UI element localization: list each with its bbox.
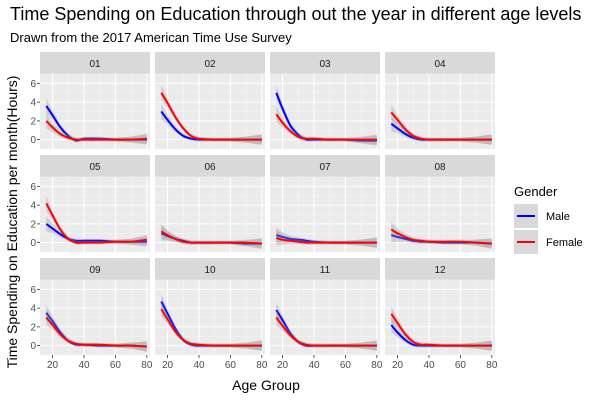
- series-line-female: [390, 111, 492, 141]
- series-line-female: [275, 236, 377, 244]
- y-tick-label: 4: [30, 304, 36, 315]
- x-tick-label: 60: [110, 360, 122, 371]
- confidence-band: [46, 113, 147, 144]
- legend-label-male: Male: [546, 211, 570, 223]
- facet-strip: [270, 155, 380, 177]
- confidence-band: [391, 317, 492, 351]
- facet-strip-label: 02: [204, 59, 216, 70]
- confidence-band: [46, 310, 147, 352]
- legend-title: Gender: [514, 184, 558, 199]
- x-tick-label: 20: [277, 360, 289, 371]
- y-tick-label: 6: [30, 285, 36, 296]
- facet-strip: [385, 258, 495, 280]
- y-axis-title: Time Spending on Education per month(Hou…: [4, 76, 20, 369]
- series-line-female: [275, 316, 377, 347]
- series-line-female: [275, 113, 377, 141]
- x-tick-label: 40: [308, 360, 320, 371]
- x-tick-label: 80: [371, 360, 383, 371]
- y-tick-label: 0: [30, 238, 36, 249]
- chart-title: Time Spending on Education through out t…: [10, 4, 581, 24]
- facet-strip: [385, 52, 495, 74]
- facet-strip: [40, 52, 150, 74]
- y-tick-label: 6: [30, 79, 36, 90]
- confidence-band: [46, 305, 147, 352]
- facet-strip: [155, 155, 265, 177]
- series-line-female: [160, 308, 262, 347]
- series-line-female: [160, 230, 262, 245]
- facet-strip: [270, 52, 380, 74]
- chart-subtitle: Drawn from the 2017 American Time Use Su…: [10, 30, 292, 45]
- y-tick-label: 2: [30, 322, 36, 333]
- y-tick-label: 4: [30, 201, 36, 212]
- facet-strip-label: 01: [89, 59, 101, 70]
- x-tick-label: 20: [392, 360, 404, 371]
- confidence-band: [391, 104, 492, 145]
- facet-strip-label: 08: [434, 162, 446, 173]
- confidence-band: [276, 106, 377, 145]
- facet-strip: [155, 52, 265, 74]
- facet-strip: [155, 258, 265, 280]
- facet-strip: [270, 258, 380, 280]
- facet-strip: [40, 155, 150, 177]
- x-tick-label: 80: [256, 360, 268, 371]
- x-tick-label: 80: [486, 360, 498, 371]
- confidence-band: [46, 195, 147, 245]
- y-tick-label: 6: [30, 182, 36, 193]
- confidence-band: [161, 104, 262, 145]
- facet-strip-label: 12: [434, 265, 446, 276]
- facet-strip: [385, 155, 495, 177]
- x-tick-label: 80: [141, 360, 153, 371]
- x-tick-label: 40: [423, 360, 435, 371]
- series-line-female: [45, 316, 147, 348]
- y-tick-label: 2: [30, 219, 36, 230]
- legend: Gender Male Female: [514, 184, 583, 254]
- x-tick-label: 60: [225, 360, 237, 371]
- legend-label-female: Female: [546, 237, 583, 249]
- x-tick-label: 20: [47, 360, 59, 371]
- confidence-band: [276, 310, 377, 351]
- facet-strip-label: 07: [319, 162, 331, 173]
- facet-strip-label: 04: [434, 59, 446, 70]
- series-line-female: [45, 120, 147, 141]
- y-tick-label: 2: [30, 116, 36, 127]
- confidence-band: [161, 85, 262, 145]
- y-tick-label: 4: [30, 98, 36, 109]
- x-tick-label: 40: [193, 360, 205, 371]
- series-line-female: [390, 228, 492, 245]
- x-axis-title: Age Group: [232, 377, 300, 393]
- x-tick-label: 20: [162, 360, 174, 371]
- series-line-female: [160, 92, 262, 141]
- facet-strip-label: 05: [89, 162, 101, 173]
- facet-strip: [40, 258, 150, 280]
- y-tick-label: 0: [30, 135, 36, 146]
- facet-strip-label: 03: [319, 59, 331, 70]
- facet-strip-label: 09: [89, 265, 101, 276]
- series-line-female: [390, 313, 492, 347]
- facet-strip-label: 06: [204, 162, 216, 173]
- x-tick-label: 60: [455, 360, 467, 371]
- x-tick-label: 40: [78, 360, 90, 371]
- x-tick-label: 60: [340, 360, 352, 371]
- facet-strip-label: 10: [204, 265, 216, 276]
- series-line-female: [45, 202, 148, 244]
- y-tick-label: 0: [30, 341, 36, 352]
- facet-strip-label: 11: [320, 265, 331, 276]
